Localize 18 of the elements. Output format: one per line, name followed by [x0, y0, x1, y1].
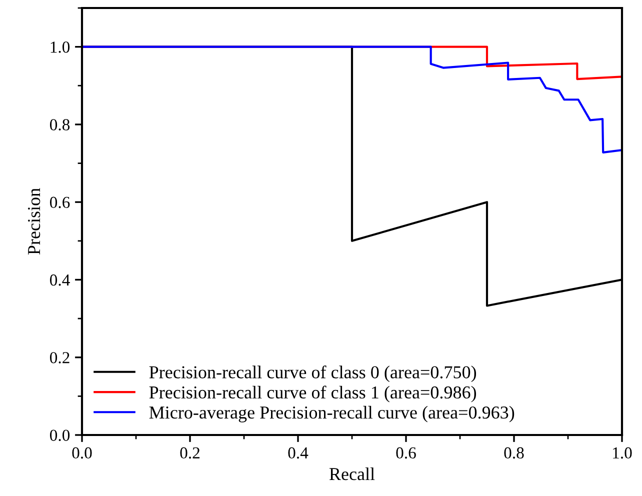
y-tick-label: 0.2	[50, 352, 70, 364]
legend-label: Precision-recall curve of class 1 (area=0.986)	[149, 386, 476, 402]
y-tick-label: 0.6	[50, 196, 70, 208]
legend-label: Precision-recall curve of class 0 (area=0.750)	[149, 365, 476, 382]
line-series	[82, 46, 622, 154]
x-tick-label: 0.4	[288, 447, 308, 459]
y-tick-label: 1.0	[50, 42, 70, 53]
x-tick-label: 0.6	[396, 447, 416, 459]
x-tick-label: 0.0	[72, 447, 92, 459]
y-axis-title: Precision	[28, 188, 40, 255]
x-tick-label: 0.8	[504, 447, 524, 459]
x-tick-label: 1.0	[613, 447, 632, 459]
x-axis-title: Recall	[329, 467, 375, 480]
legend-label: Micro-average Precision-recall curve (area=0.963)	[149, 406, 514, 422]
x-tick-label: 0.2	[180, 447, 200, 459]
y-tick-label: 0.0	[50, 430, 70, 442]
y-tick-label: 0.4	[50, 274, 70, 286]
y-tick-label: 0.8	[50, 119, 70, 130]
